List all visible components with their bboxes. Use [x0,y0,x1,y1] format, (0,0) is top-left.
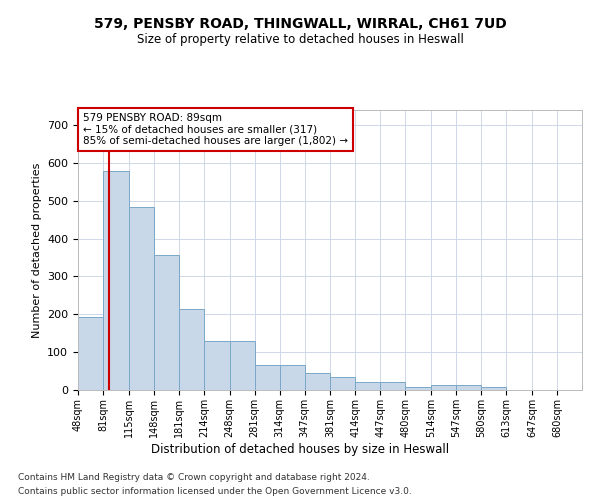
Bar [204,341,230,390]
Bar [355,382,380,390]
Bar [406,387,431,390]
Text: 579 PENSBY ROAD: 89sqm
← 15% of detached houses are smaller (317)
85% of semi-de: 579 PENSBY ROAD: 89sqm ← 15% of detached… [83,113,348,146]
Bar [103,170,129,390]
Bar [78,317,103,390]
Bar [481,387,506,390]
Text: Contains public sector information licensed under the Open Government Licence v3: Contains public sector information licen… [18,488,412,496]
Bar [331,377,355,390]
Bar [254,366,280,390]
Bar [380,382,406,390]
Text: 579, PENSBY ROAD, THINGWALL, WIRRAL, CH61 7UD: 579, PENSBY ROAD, THINGWALL, WIRRAL, CH6… [94,18,506,32]
Bar [305,374,331,390]
Text: Contains HM Land Registry data © Crown copyright and database right 2024.: Contains HM Land Registry data © Crown c… [18,472,370,482]
Bar [456,385,481,390]
Bar [280,366,305,390]
Bar [129,207,154,390]
Bar [431,385,456,390]
Bar [154,256,179,390]
Text: Distribution of detached houses by size in Heswall: Distribution of detached houses by size … [151,442,449,456]
Bar [230,341,254,390]
Bar [179,308,204,390]
Y-axis label: Number of detached properties: Number of detached properties [32,162,41,338]
Text: Size of property relative to detached houses in Heswall: Size of property relative to detached ho… [137,32,463,46]
